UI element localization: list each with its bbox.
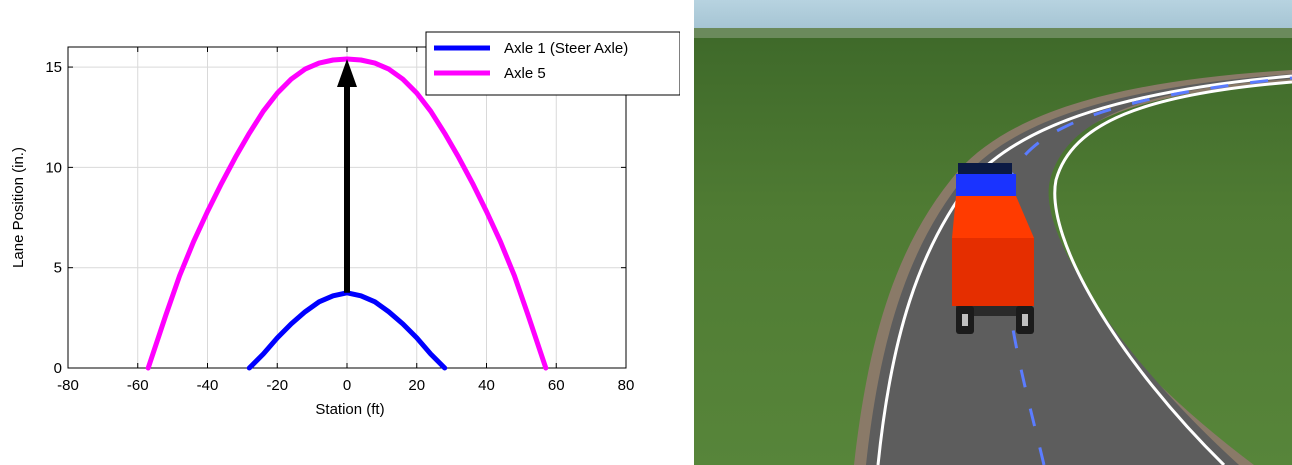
- lane-position-chart: -80 -60 -40 -20 0 20 40 60 80 0 5 10 15 Station (ft) L…: [10, 31, 680, 418]
- x-tick-label: 80: [618, 377, 635, 394]
- x-tick-label: -80: [57, 377, 79, 394]
- trailer-rear: [952, 238, 1034, 306]
- y-tick-label: 5: [54, 260, 62, 277]
- x-tick-label: -40: [197, 377, 219, 394]
- right-edge-line: [1053, 80, 1292, 465]
- x-tick-label: 20: [408, 377, 425, 394]
- y-axis-label: Lane Position (in.): [10, 147, 27, 268]
- x-tick-label: 60: [548, 377, 565, 394]
- rear-axle-hub-left: [962, 314, 968, 326]
- truck: [952, 163, 1034, 334]
- trailer-chassis: [956, 306, 1032, 316]
- y-tick-label: 15: [45, 59, 62, 76]
- rear-axle-hub-right: [1022, 314, 1028, 326]
- truck-on-curve-scene: [694, 0, 1292, 465]
- series-line-1: [246, 290, 448, 371]
- series-line-2: [145, 56, 549, 371]
- trailer-roof: [952, 196, 1034, 238]
- x-tick-label: -20: [266, 377, 288, 394]
- x-axis-label: Station (ft): [315, 401, 384, 418]
- x-tick-label: 40: [478, 377, 495, 394]
- tractor-cab: [956, 174, 1016, 196]
- legend-label: Axle 1 (Steer Axle): [504, 40, 628, 57]
- y-tick-label: 10: [45, 159, 62, 176]
- arrow-head: [337, 59, 357, 88]
- center-line: [1001, 76, 1292, 465]
- x-tick-label: -60: [127, 377, 149, 394]
- chart-panel: -80 -60 -40 -20 0 20 40 60 80 0 5 10 15 Station (ft) L…: [10, 31, 680, 418]
- simulation-view: [694, 0, 1292, 465]
- y-tick-label: 0: [54, 360, 62, 377]
- legend-box: [425, 31, 680, 96]
- x-tick-label: 0: [343, 377, 351, 394]
- tractor-cab-top: [958, 163, 1012, 175]
- legend-label: Axle 5: [504, 65, 546, 82]
